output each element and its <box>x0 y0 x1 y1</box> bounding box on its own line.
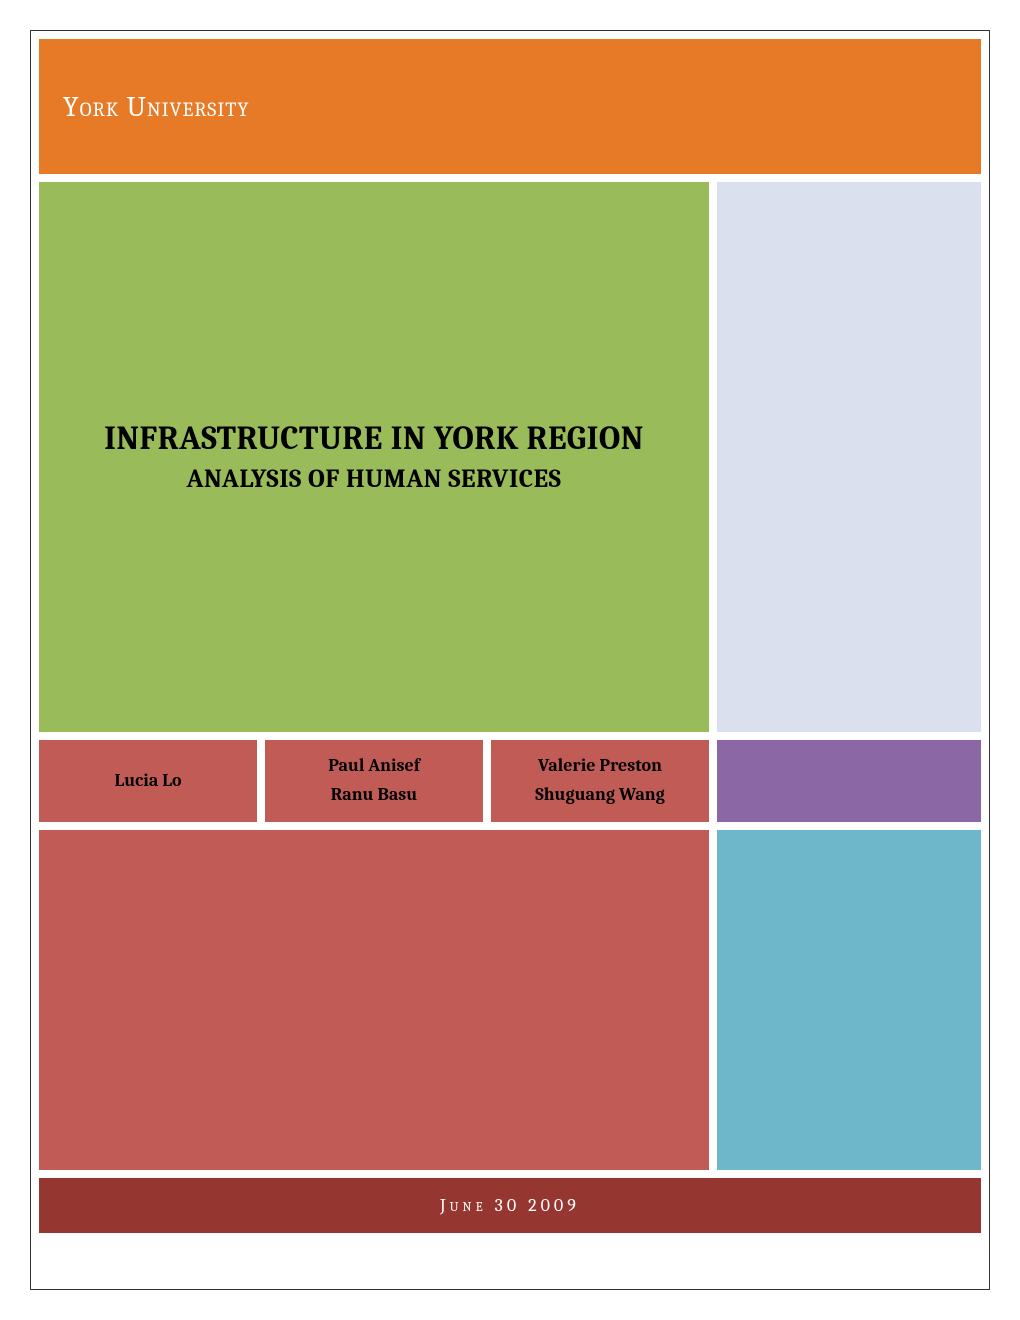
purple-accent-cell <box>717 740 981 822</box>
author-name: Paul Anisef <box>328 752 420 781</box>
authors-row: Lucia Lo Paul Anisef Ranu Basu Valerie P… <box>39 740 981 822</box>
author-name: Lucia Lo <box>114 767 181 796</box>
author-cell-2: Paul Anisef Ranu Basu <box>265 740 483 822</box>
footer-bar: June 30 2009 <box>39 1178 981 1233</box>
title-main: INFRASTRUCTURE IN YORK REGION <box>104 420 644 458</box>
footer-date: June 30 2009 <box>440 1195 580 1216</box>
side-accent-block <box>717 182 981 732</box>
author-name: Valerie Preston <box>538 752 662 781</box>
main-row: INFRASTRUCTURE IN YORK REGION ANALYSIS O… <box>39 182 981 732</box>
header-bar: York University <box>39 39 981 174</box>
author-cell-1: Lucia Lo <box>39 740 257 822</box>
document-page: York University INFRASTRUCTURE IN YORK R… <box>30 30 990 1290</box>
author-name: Shuguang Wang <box>535 781 665 810</box>
bottom-row <box>39 830 981 1170</box>
title-block: INFRASTRUCTURE IN YORK REGION ANALYSIS O… <box>39 182 709 732</box>
bottom-left-block <box>39 830 709 1170</box>
author-cell-3: Valerie Preston Shuguang Wang <box>491 740 709 822</box>
author-name: Ranu Basu <box>331 781 418 810</box>
bottom-right-block <box>717 830 981 1170</box>
institution-name: York University <box>63 91 249 123</box>
title-sub: ANALYSIS OF HUMAN SERVICES <box>187 464 562 494</box>
